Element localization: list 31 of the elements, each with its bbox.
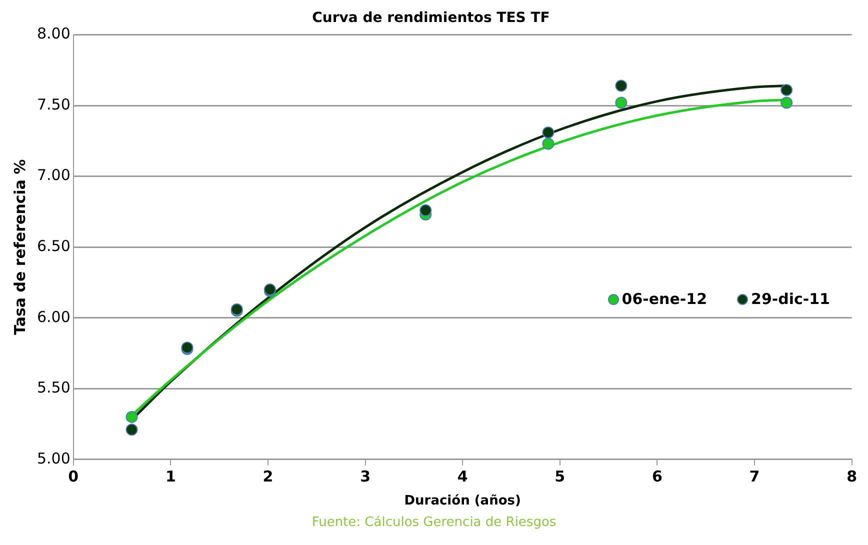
point bbox=[615, 96, 628, 109]
y-tick-label: 8.00 bbox=[36, 24, 70, 43]
x-tick-label: 3 bbox=[360, 467, 371, 486]
point bbox=[126, 424, 138, 436]
y-tick-label: 7.50 bbox=[36, 95, 70, 114]
point bbox=[542, 126, 554, 138]
x-axis-title: Duración (años) bbox=[404, 494, 521, 509]
x-tick-label: 2 bbox=[262, 467, 274, 486]
source-note: Fuente: Cálculos Gerencia de Riesgos bbox=[310, 515, 558, 530]
y-axis-title: Tasa de referencia % bbox=[10, 159, 29, 335]
legend-label: 29-dic-11 bbox=[751, 290, 830, 308]
x-tick-label: 5 bbox=[554, 467, 566, 486]
x-tick-label: 6 bbox=[652, 467, 662, 486]
chart-title: Curva de rendimientos TES TF bbox=[312, 10, 550, 26]
y-tick-label: 6.00 bbox=[36, 308, 70, 326]
y-tick-label: 5.00 bbox=[36, 449, 70, 468]
y-tick-label: 6.50 bbox=[36, 236, 70, 255]
y-tick-label: 5.50 bbox=[36, 378, 70, 397]
y-tick-label: 7.00 bbox=[36, 166, 70, 184]
point bbox=[420, 204, 432, 216]
point bbox=[126, 410, 138, 423]
x-tick-label: 0 bbox=[68, 467, 79, 486]
x-tick-label: 4 bbox=[457, 467, 468, 486]
point bbox=[615, 80, 628, 92]
legend-label: 06-ene-12 bbox=[622, 290, 708, 308]
x-tick-label: 7 bbox=[749, 467, 760, 486]
x-tick-label: 1 bbox=[165, 467, 176, 486]
point bbox=[780, 84, 793, 96]
point bbox=[780, 96, 793, 109]
x-tick-label: 8 bbox=[846, 467, 857, 486]
point bbox=[542, 138, 554, 150]
